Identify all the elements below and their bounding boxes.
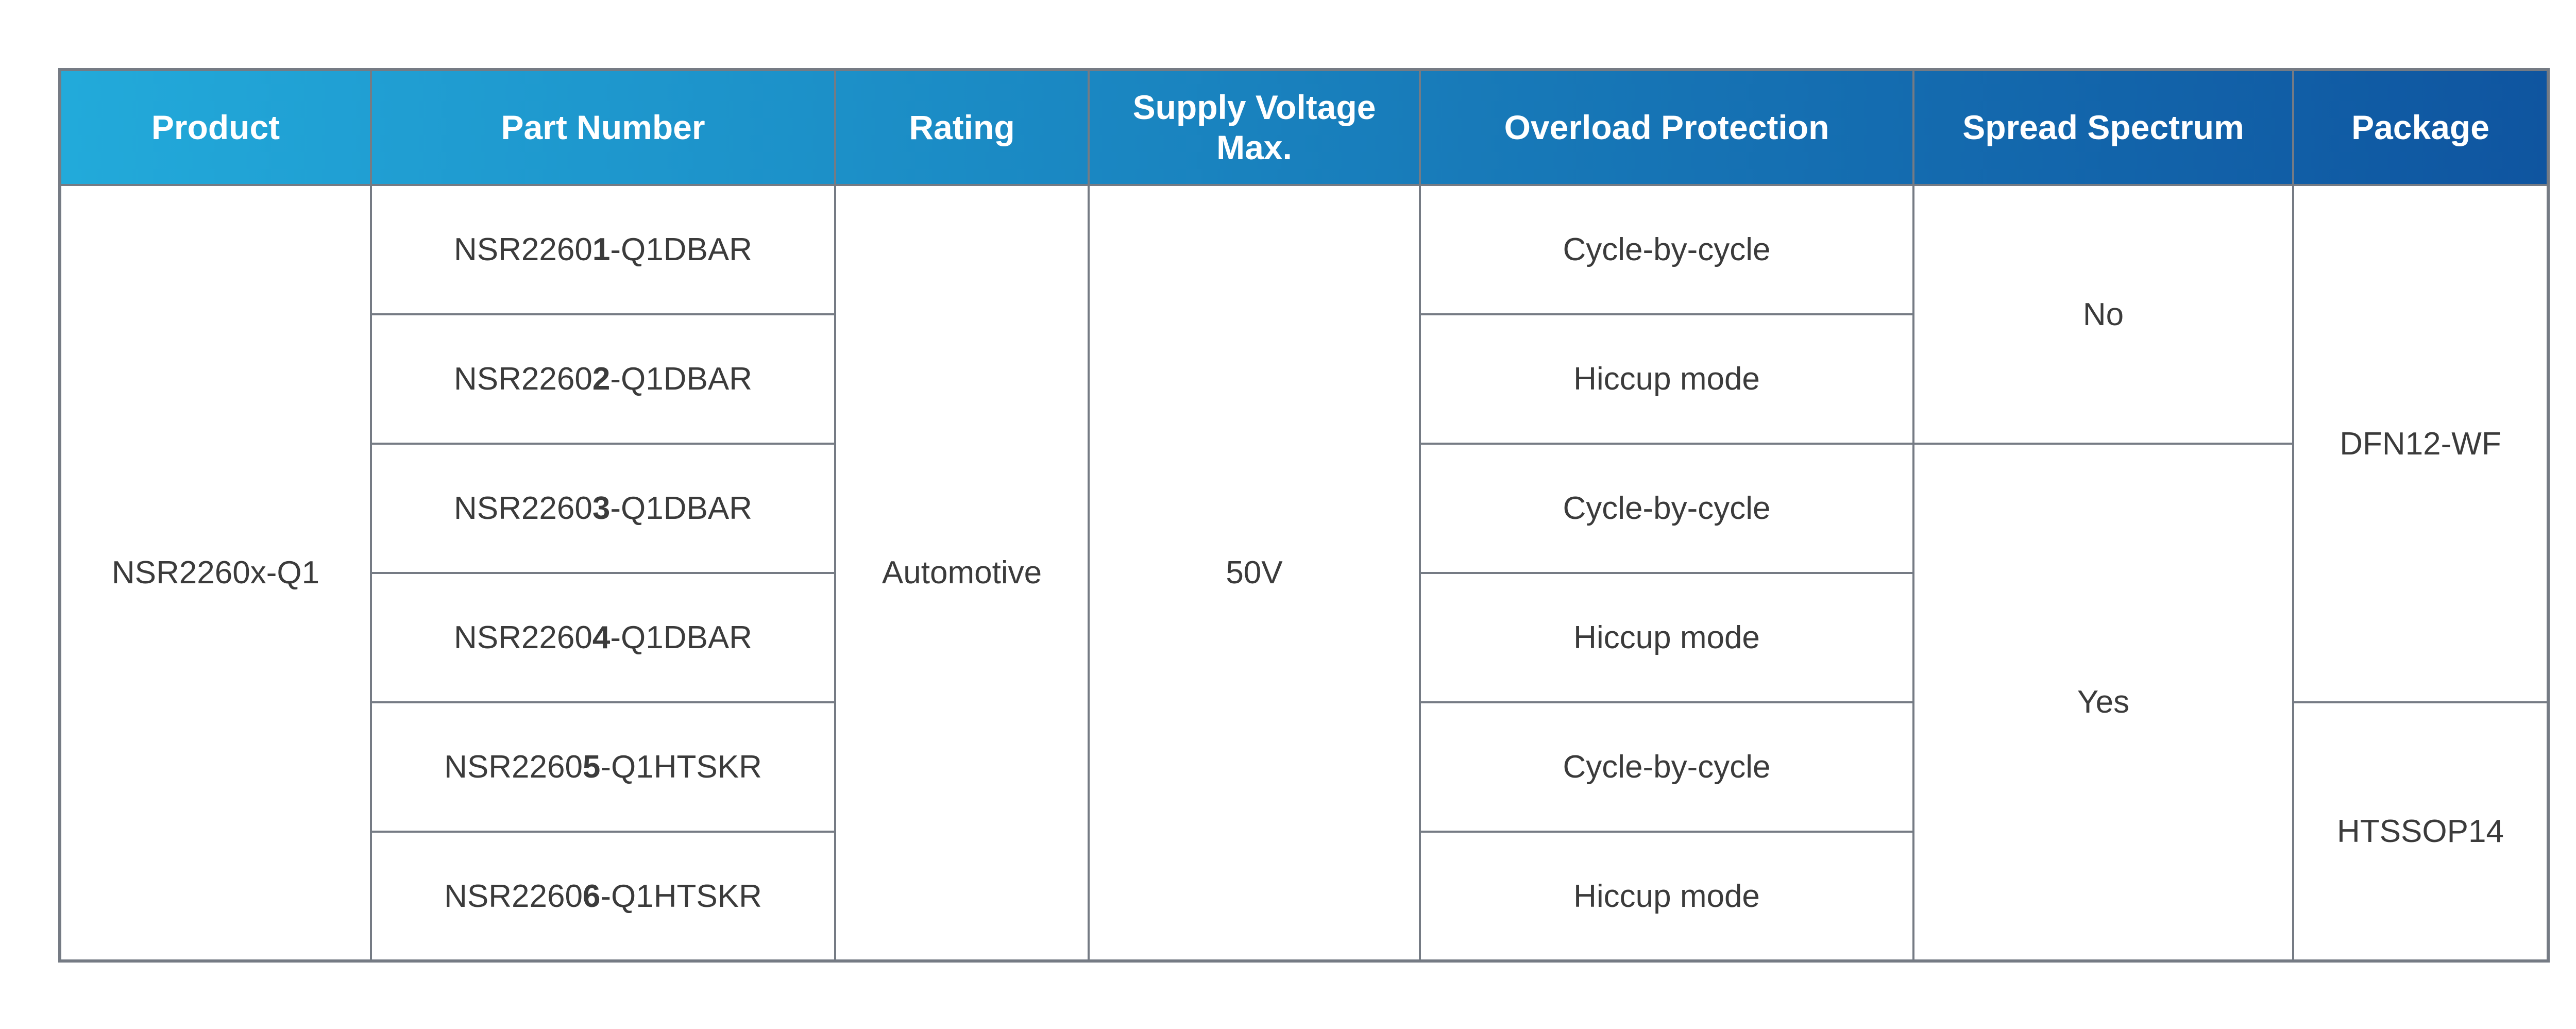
cell-supply-voltage-max: 50V xyxy=(1088,184,1421,962)
table-row: NSR22605-Q1HTSKR Cycle-by-cycle HTSSOP14 xyxy=(60,701,2549,962)
cell-overload-protection: Hiccup mode xyxy=(1419,572,1914,703)
part-number-prefix: NSR2260 xyxy=(454,361,592,397)
cell-product: NSR2260x-Q1 xyxy=(59,184,372,962)
part-number-suffix: -Q1HTSKR xyxy=(600,878,762,914)
part-number-suffix: -Q1DBAR xyxy=(610,620,752,655)
table-row: NSR22606-Q1HTSKR Hiccup mode xyxy=(60,831,2548,962)
part-number-variant-digit: 3 xyxy=(592,491,611,526)
cell-spread-spectrum-no: No xyxy=(1912,184,2294,445)
product-selection-table-container: Product Part Number Rating Supply Voltag… xyxy=(58,68,2550,963)
cell-part-number: NSR22601-Q1DBAR xyxy=(370,184,836,315)
header-overload-protection: Overload Protection xyxy=(1419,69,1914,186)
header-package: Package xyxy=(2292,69,2549,186)
table-row: NSR22603-Q1DBAR Cycle-by-cycle Yes xyxy=(60,443,2548,962)
part-number-prefix: NSR2260 xyxy=(454,620,592,655)
table-body: NSR2260x-Q1 NSR22601-Q1DBAR Automotive 5… xyxy=(59,184,2549,962)
header-part-number: Part Number xyxy=(370,69,836,186)
table-row: NSR2260x-Q1 NSR22601-Q1DBAR Automotive 5… xyxy=(59,184,2549,962)
cell-part-number: NSR22606-Q1HTSKR xyxy=(370,831,836,962)
cell-overload-protection: Hiccup mode xyxy=(1419,831,1914,962)
cell-part-number: NSR22602-Q1DBAR xyxy=(370,313,836,445)
part-number-prefix: NSR2260 xyxy=(444,878,583,914)
cell-overload-protection: Cycle-by-cycle xyxy=(1419,443,1914,574)
part-number-prefix: NSR2260 xyxy=(454,491,592,526)
part-number-variant-digit: 1 xyxy=(592,232,611,267)
cell-overload-protection: Cycle-by-cycle xyxy=(1419,701,1914,833)
table-header: Product Part Number Rating Supply Voltag… xyxy=(59,69,2549,186)
part-number-suffix: -Q1DBAR xyxy=(610,361,752,397)
cell-package-htssop14: HTSSOP14 xyxy=(2292,701,2549,962)
cell-spread-spectrum-yes: Yes xyxy=(1912,443,2294,962)
part-number-variant-digit: 2 xyxy=(592,361,611,397)
header-supply-voltage-max: Supply Voltage Max. xyxy=(1088,69,1421,186)
part-number-suffix: -Q1HTSKR xyxy=(600,749,762,785)
cell-part-number: NSR22604-Q1DBAR xyxy=(370,572,836,703)
part-number-prefix: NSR2260 xyxy=(444,749,583,785)
cell-part-number: NSR22605-Q1HTSKR xyxy=(370,701,836,833)
header-row: Product Part Number Rating Supply Voltag… xyxy=(59,69,2549,186)
part-number-suffix: -Q1DBAR xyxy=(610,491,752,526)
part-number-suffix: -Q1DBAR xyxy=(610,232,752,267)
product-selection-table: Product Part Number Rating Supply Voltag… xyxy=(58,68,2550,963)
part-number-variant-digit: 4 xyxy=(592,620,611,655)
cell-overload-protection: Hiccup mode xyxy=(1419,313,1914,445)
part-number-variant-digit: 6 xyxy=(582,878,601,914)
header-spread-spectrum: Spread Spectrum xyxy=(1912,69,2294,186)
header-rating: Rating xyxy=(834,69,1090,186)
cell-rating: Automotive xyxy=(834,184,1090,962)
header-product: Product xyxy=(59,69,372,186)
part-number-prefix: NSR2260 xyxy=(454,232,592,267)
cell-part-number: NSR22603-Q1DBAR xyxy=(370,443,836,574)
table-row: NSR22602-Q1DBAR Hiccup mode xyxy=(60,313,2548,445)
cell-overload-protection: Cycle-by-cycle xyxy=(1419,184,1914,315)
part-number-variant-digit: 5 xyxy=(582,749,601,785)
cell-package-dfn12-wf: DFN12-WF xyxy=(2292,184,2549,703)
table-row: NSR22604-Q1DBAR Hiccup mode xyxy=(60,572,2548,703)
